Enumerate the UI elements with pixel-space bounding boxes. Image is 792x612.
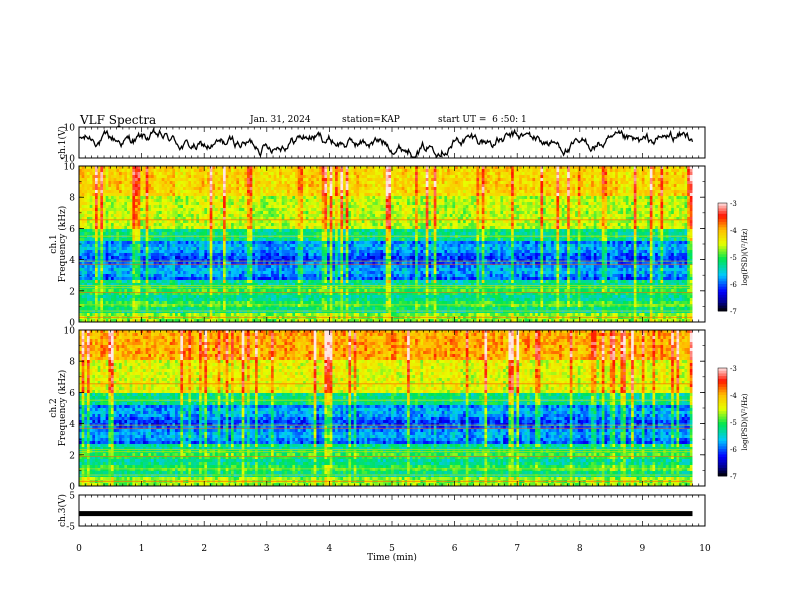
y-tick-label: 10 xyxy=(64,124,76,134)
y-tick-label: 5 xyxy=(69,492,75,502)
ch1-waveform-line xyxy=(78,127,694,159)
colorbar-tick-label: -7 xyxy=(730,473,737,481)
colorbar-tick-label: -5 xyxy=(730,254,737,262)
y-axis-label: ch.1 xyxy=(49,234,59,253)
x-tick-label: 3 xyxy=(264,544,270,554)
y-tick-label: 6 xyxy=(69,225,75,235)
ch2-colorbar xyxy=(717,367,728,477)
colorbar-tick-label: -7 xyxy=(730,308,737,316)
y-axis-label: ch.3(V) xyxy=(57,494,68,527)
colorbar-tick-label: -4 xyxy=(730,227,737,235)
x-tick-label: 9 xyxy=(640,544,646,554)
x-tick-label: 5 xyxy=(389,544,395,554)
colorbar-tick-label: -5 xyxy=(730,419,737,427)
colorbar-tick-label: -4 xyxy=(730,392,737,400)
y-axis-label: Frequency (kHz) xyxy=(57,206,68,283)
y-tick-label: 0 xyxy=(69,319,75,329)
x-tick-label: 10 xyxy=(699,544,711,554)
spectrogram-1 xyxy=(79,166,705,323)
colorbar-tick-label: -3 xyxy=(730,365,737,373)
y-tick-label: 8 xyxy=(69,358,75,368)
colorbar-label: log(PSD)(V²/Hz) xyxy=(741,228,749,285)
y-tick-label: -10 xyxy=(61,155,76,165)
y-axis-label: ch.1(V) xyxy=(57,126,68,159)
x-tick-label: 7 xyxy=(514,544,520,554)
y-tick-label: 4 xyxy=(69,420,75,430)
x-tick-label: 1 xyxy=(139,544,145,554)
colorbar-label: log(PSD)(V²/Hz) xyxy=(741,393,749,450)
y-tick-label: 6 xyxy=(69,389,75,399)
y-axis-label: ch.2 xyxy=(49,398,59,417)
y-tick-label: 0 xyxy=(69,483,75,493)
y-tick-label: 2 xyxy=(69,451,75,461)
chart-title: VLF Spectra xyxy=(80,113,156,127)
date-label: Jan. 31, 2024 xyxy=(250,115,311,125)
y-tick-label: 2 xyxy=(69,287,75,297)
x-tick-label: 6 xyxy=(452,544,458,554)
y-axis-label: Frequency (kHz) xyxy=(57,370,68,447)
station-label: station=KAP xyxy=(342,115,400,125)
ch1-colorbar xyxy=(717,202,728,312)
x-axis-label: Time (min) xyxy=(367,552,417,563)
ch3-level-band xyxy=(79,511,693,517)
y-tick-label: 8 xyxy=(69,194,75,204)
colorbar-tick-label: -3 xyxy=(730,200,737,208)
colorbar-tick-label: -6 xyxy=(730,446,737,454)
colorbar-tick-label: -6 xyxy=(730,281,737,289)
y-tick-label: -5 xyxy=(66,523,75,533)
y-tick-label: 4 xyxy=(69,256,75,266)
y-tick-label: 10 xyxy=(64,327,76,337)
spectrogram-2 xyxy=(79,330,705,487)
x-tick-label: 0 xyxy=(76,544,82,554)
start-time-label: start UT = 6 :50: 1 xyxy=(438,115,527,125)
x-tick-label: 8 xyxy=(577,544,583,554)
x-tick-label: 4 xyxy=(327,544,333,554)
x-tick-label: 2 xyxy=(201,544,207,554)
y-tick-label: 10 xyxy=(64,163,76,173)
